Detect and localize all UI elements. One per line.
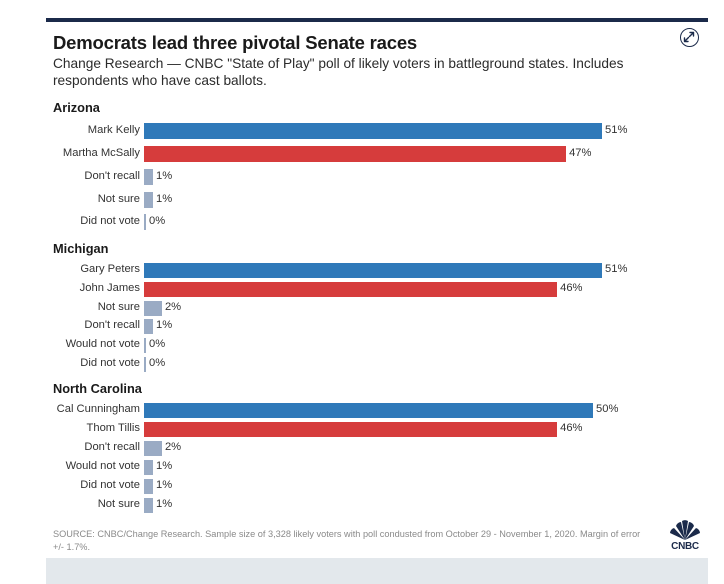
bar bbox=[144, 402, 594, 418]
value-label: 1% bbox=[155, 498, 173, 510]
group-title: Arizona bbox=[53, 100, 100, 115]
category-label: Did not vote bbox=[80, 215, 140, 227]
value-label: 1% bbox=[155, 319, 173, 331]
value-label: 51% bbox=[605, 263, 628, 275]
bar bbox=[144, 356, 146, 372]
value-label: 0% bbox=[149, 215, 166, 227]
bar bbox=[144, 440, 162, 456]
category-label: Did not vote bbox=[80, 357, 140, 369]
value-label: 0% bbox=[149, 338, 166, 350]
value-label: 47% bbox=[569, 147, 592, 159]
category-label: Thom Tillis bbox=[86, 422, 140, 434]
value-label: 2% bbox=[164, 441, 182, 453]
category-label: Not sure bbox=[97, 498, 140, 510]
cnbc-peacock-icon bbox=[670, 520, 700, 540]
bar bbox=[144, 497, 153, 513]
bottom-band bbox=[46, 558, 708, 584]
value-label: 1% bbox=[155, 193, 173, 205]
value-label: 50% bbox=[596, 403, 619, 415]
bar bbox=[144, 262, 602, 278]
expand-button[interactable] bbox=[680, 28, 699, 47]
category-label: Not sure bbox=[97, 301, 140, 313]
category-label: Did not vote bbox=[80, 479, 140, 491]
category-label: Martha McSally bbox=[62, 147, 140, 159]
value-label: 46% bbox=[560, 282, 583, 294]
category-label: Not sure bbox=[97, 193, 140, 205]
bar bbox=[144, 478, 153, 494]
value-label: 1% bbox=[155, 479, 173, 491]
bar bbox=[144, 146, 567, 162]
category-label: Don't recall bbox=[84, 319, 140, 331]
bar bbox=[144, 214, 146, 230]
category-label: Mark Kelly bbox=[87, 124, 140, 136]
bar bbox=[144, 123, 602, 139]
bar bbox=[144, 300, 162, 316]
category-label: Gary Peters bbox=[80, 263, 140, 275]
category-label: Would not vote bbox=[65, 460, 140, 472]
group-title: Michigan bbox=[53, 241, 109, 256]
expand-icon bbox=[683, 31, 695, 43]
cnbc-logo-text: CNBC bbox=[671, 541, 699, 552]
category-label: John James bbox=[79, 282, 140, 294]
chart-title: Democrats lead three pivotal Senate race… bbox=[53, 32, 418, 53]
value-label: 0% bbox=[149, 357, 166, 369]
category-label: Don't recall bbox=[84, 170, 140, 182]
value-label: 2% bbox=[164, 301, 182, 313]
group-title: North Carolina bbox=[53, 381, 142, 396]
bar bbox=[144, 169, 153, 185]
category-label: Cal Cunningham bbox=[56, 403, 140, 415]
top-rule bbox=[46, 18, 708, 22]
bar bbox=[144, 459, 153, 475]
source-note: SOURCE: CNBC/Change Research. Sample siz… bbox=[53, 529, 641, 552]
value-label: 51% bbox=[605, 124, 628, 136]
value-label: 1% bbox=[155, 460, 173, 472]
bar bbox=[144, 192, 153, 208]
bar bbox=[144, 281, 558, 297]
bar bbox=[144, 421, 558, 437]
value-label: 46% bbox=[560, 422, 583, 434]
chart-subtitle: Change Research — CNBC "State of Play" p… bbox=[53, 56, 624, 88]
category-label: Would not vote bbox=[65, 338, 140, 350]
category-label: Don't recall bbox=[84, 441, 140, 453]
value-label: 1% bbox=[155, 170, 173, 182]
bar bbox=[144, 337, 146, 353]
bar bbox=[144, 318, 153, 334]
